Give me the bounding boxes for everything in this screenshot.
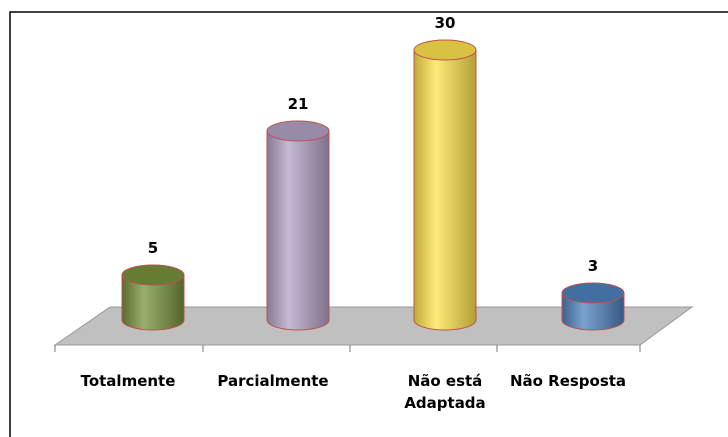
- value-label: 21: [288, 95, 309, 113]
- value-label: 30: [435, 14, 456, 32]
- x-tick-label: Parcialmente: [217, 372, 329, 390]
- x-tick-label: Totalmente: [80, 372, 176, 390]
- cylinder-body: [266, 130, 330, 331]
- x-tick-label: Não está Adaptada: [404, 372, 486, 412]
- cylinder-body: [561, 292, 625, 331]
- bar: [121, 264, 185, 331]
- bar: [266, 120, 330, 331]
- cylinder-top: [561, 282, 625, 304]
- chart-border: [9, 11, 728, 437]
- category-separators: [54, 345, 641, 352]
- bar: [561, 282, 625, 331]
- x-tick-label: Não Resposta: [509, 372, 627, 390]
- cylinder-top: [266, 120, 330, 142]
- bar: [413, 39, 477, 331]
- cylinder-body: [413, 49, 477, 331]
- cylinder-body: [121, 274, 185, 331]
- floor: [53, 306, 694, 346]
- value-label: 5: [148, 239, 158, 257]
- value-label: 3: [588, 257, 598, 275]
- cylinder-top: [121, 264, 185, 286]
- cylinder-top: [413, 39, 477, 61]
